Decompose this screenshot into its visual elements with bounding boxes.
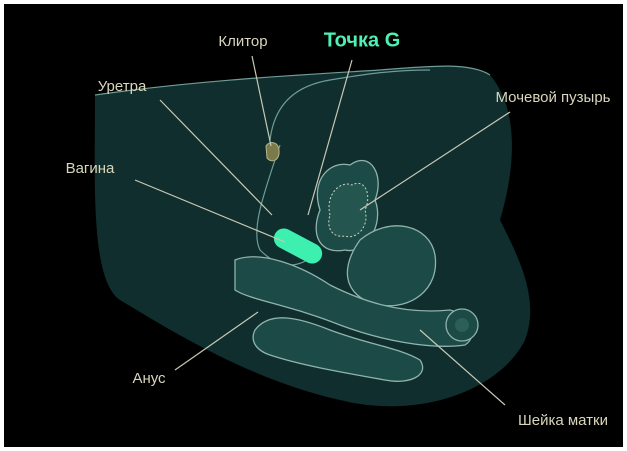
colon-inner <box>455 318 469 332</box>
label: Анус <box>132 370 166 387</box>
label-highlight: Точка G <box>324 29 401 51</box>
label: Шейка матки <box>518 412 608 429</box>
diagram: Клитор Точка G Уретра Мочевой пузырь Ваг… <box>0 0 627 451</box>
clitoris <box>266 143 279 161</box>
label: Мочевой пузырь <box>496 89 611 106</box>
bladder-inner <box>329 183 368 236</box>
page: Клитор Точка G Уретра Мочевой пузырь Ваг… <box>0 0 627 451</box>
label: Уретра <box>98 78 147 95</box>
label: Вагина <box>66 160 115 177</box>
label: Клитор <box>218 33 267 50</box>
